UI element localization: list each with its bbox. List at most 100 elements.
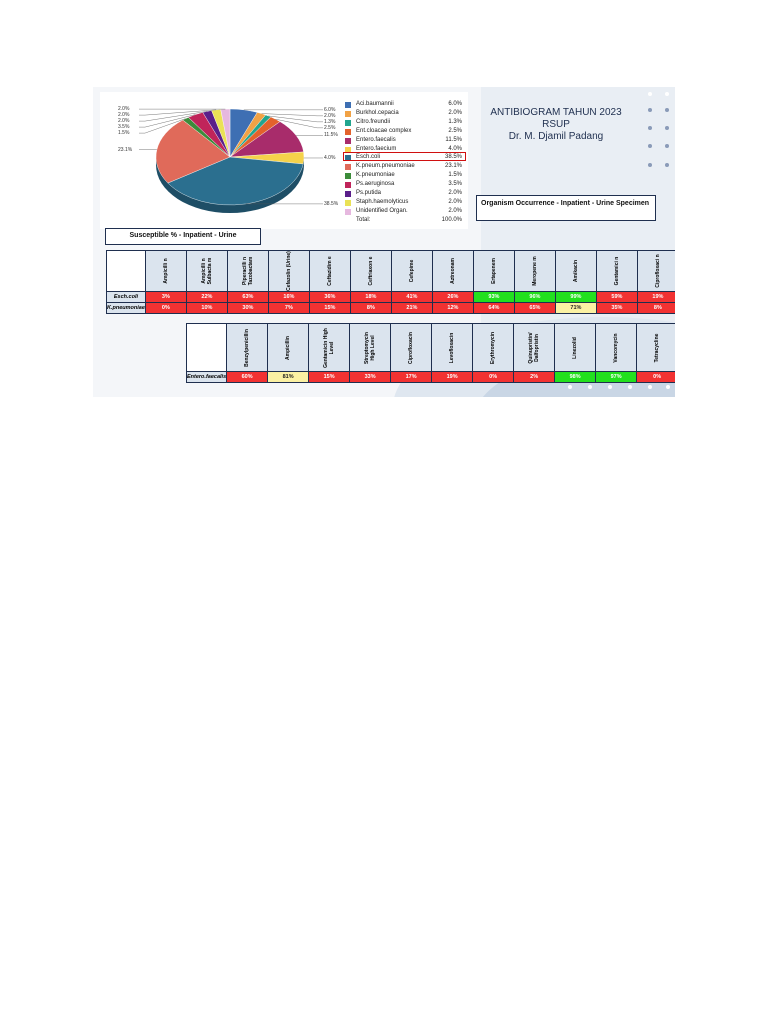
susceptibility-cell: 8% <box>349 302 392 314</box>
column-header-label: Linezolid <box>572 336 579 359</box>
legend-swatch <box>345 137 351 144</box>
legend-value: 2.0% <box>448 198 462 205</box>
pie-leader-line <box>261 113 323 117</box>
legend-value: 2.0% <box>448 109 462 116</box>
pie-slice-label: 2.0% <box>118 106 130 113</box>
decorative-dot <box>588 385 592 389</box>
column-header: Vancomycin <box>595 323 638 372</box>
decorative-dot <box>648 92 652 96</box>
organism-cell: Esch.coli <box>106 291 146 303</box>
pie-slice <box>155 119 231 184</box>
susceptibility-cell: 15% <box>308 302 351 314</box>
table-row: Entero.faecalis 60% 81% 15% 33% 17% 19% 0% 2% 98%… <box>185 371 675 383</box>
susceptibility-cell: 19% <box>636 291 675 303</box>
legend-value: 23.1% <box>444 163 462 170</box>
susceptibility-cell: 0% <box>144 302 187 314</box>
column-header-label: Gentamicin High Level <box>323 327 336 368</box>
legend-name: Entero.faecium <box>356 145 397 152</box>
pie-slice-label: 3.5% <box>118 124 130 131</box>
legend-value: 100.0% <box>441 216 462 223</box>
legend-value: 4.0% <box>448 145 462 152</box>
susceptibility-cell: 17% <box>390 371 433 383</box>
pie-slice-label: 1.5% <box>118 130 130 137</box>
decorative-dot <box>568 385 572 389</box>
column-header-label: Ceftazidim e <box>326 256 333 286</box>
column-header: Cefepime <box>390 250 433 292</box>
susceptibility-cell: 65% <box>513 302 556 314</box>
susceptibility-cell: 3% <box>144 291 187 303</box>
organism-cell: Entero.faecalis <box>185 371 228 383</box>
column-header-label: Cefazolin (Urine) <box>285 251 292 291</box>
highlight-box <box>343 152 466 161</box>
table-corner <box>106 250 146 292</box>
legend-swatch <box>345 102 351 108</box>
susceptibility-cell: 59% <box>595 291 638 303</box>
legend-name: Staph.haemolyticus <box>356 198 409 205</box>
susceptibility-cell: 30% <box>226 302 269 314</box>
pie-leader-line <box>139 109 217 116</box>
column-header-label: Benzylpenicillin <box>244 328 251 367</box>
susceptibility-cell: 12% <box>431 302 474 314</box>
decorative-dot <box>628 385 632 389</box>
column-header: Ampicilli n <box>144 250 187 292</box>
pie-slice-label: 2.5% <box>324 124 336 131</box>
decorative-dot <box>665 108 669 112</box>
slide-title-line2: Dr. M. Djamil Padang <box>508 131 604 142</box>
column-header-label: Ceftriaxon e <box>367 256 374 286</box>
legend-swatch <box>345 164 351 171</box>
legend-value: 3.5% <box>448 181 462 188</box>
legend-swatch <box>345 173 351 180</box>
susceptibility-cell: 0% <box>636 371 675 383</box>
susceptibility-cell: 21% <box>390 302 433 314</box>
column-header-label: Cefepime <box>408 259 415 283</box>
column-header-label: Ampicilli n <box>162 258 169 284</box>
pie-slice-label: 2.0% <box>324 112 336 119</box>
column-header: Erythromycin <box>472 323 515 372</box>
table-header-row: Ampicilli n Ampicilli n Sulbacta m Piperac… <box>106 250 675 292</box>
antibiogram-slide: ANTIBIOGRAM TAHUN 2023 RSUP Dr. M. Djami… <box>93 87 675 397</box>
pie-slice-label: 1.3% <box>324 118 336 125</box>
column-header: Ciprofloxacin <box>390 323 433 372</box>
column-header-label: Ampicilli n Sulbacta m <box>200 257 213 285</box>
susceptibility-cell: 41% <box>390 291 433 303</box>
legend-value: 38.5% <box>444 154 462 161</box>
column-header: Quinupristin/ Dalfopristin <box>513 323 556 372</box>
susceptibility-cell: 98% <box>554 371 597 383</box>
susceptibility-cell: 99% <box>554 291 597 303</box>
pie-slice-label: 2.0% <box>118 112 130 119</box>
susceptibility-cell: 19% <box>431 371 474 383</box>
susceptibility-cell: 97% <box>595 371 638 383</box>
susceptibility-cell: 8% <box>636 302 675 314</box>
column-header-label: Ciprofloxaci n <box>654 254 661 288</box>
column-header-label: Meropene m <box>531 256 538 286</box>
column-header: Ceftazidim e <box>308 250 351 292</box>
slide-title-line1: ANTIBIOGRAM TAHUN 2023 RSUP <box>490 107 622 130</box>
column-header: Tetracycline <box>636 323 675 372</box>
susceptibility-cell: 26% <box>431 291 474 303</box>
susceptibility-cell: 10% <box>185 302 228 314</box>
susceptible-label: Susceptible % - Inpatient - Urine <box>105 228 261 245</box>
susceptibility-cell: 96% <box>513 291 556 303</box>
decorative-dot <box>666 385 670 389</box>
legend-name: Ps.aeruginosa <box>356 181 395 188</box>
decorative-dot <box>648 385 652 389</box>
susceptibility-cell: 0% <box>472 371 515 383</box>
legend-name: Burkhol.cepacia <box>356 109 399 116</box>
organism-cell: K.pneumoniae <box>106 302 146 314</box>
pie-slice-label: 38.5% <box>324 200 339 207</box>
legend-name: Ent.cloacae complex <box>356 127 412 134</box>
legend-swatch <box>345 182 351 189</box>
pie-slice-label: 23.1% <box>118 146 133 153</box>
legend-swatch <box>345 191 351 197</box>
column-header-label: Ertapenem <box>490 258 497 284</box>
susceptibility-cell: 18% <box>349 291 392 303</box>
pie-chart <box>139 108 323 213</box>
legend-value: 2.0% <box>448 207 462 214</box>
legend-name: K.pneum.pneumoniae <box>356 163 415 170</box>
column-header-label: Levofloxacin <box>449 332 456 363</box>
decorative-dot <box>665 144 669 148</box>
susceptibility-cell: 16% <box>267 291 310 303</box>
legend-swatch <box>345 155 351 162</box>
column-header: Piperacilli n Tazobactam <box>226 250 269 292</box>
pie-chart-panel: Aci.baumannii 6.0% Burkhol.cepacia 2.0% Citr… <box>100 92 468 229</box>
